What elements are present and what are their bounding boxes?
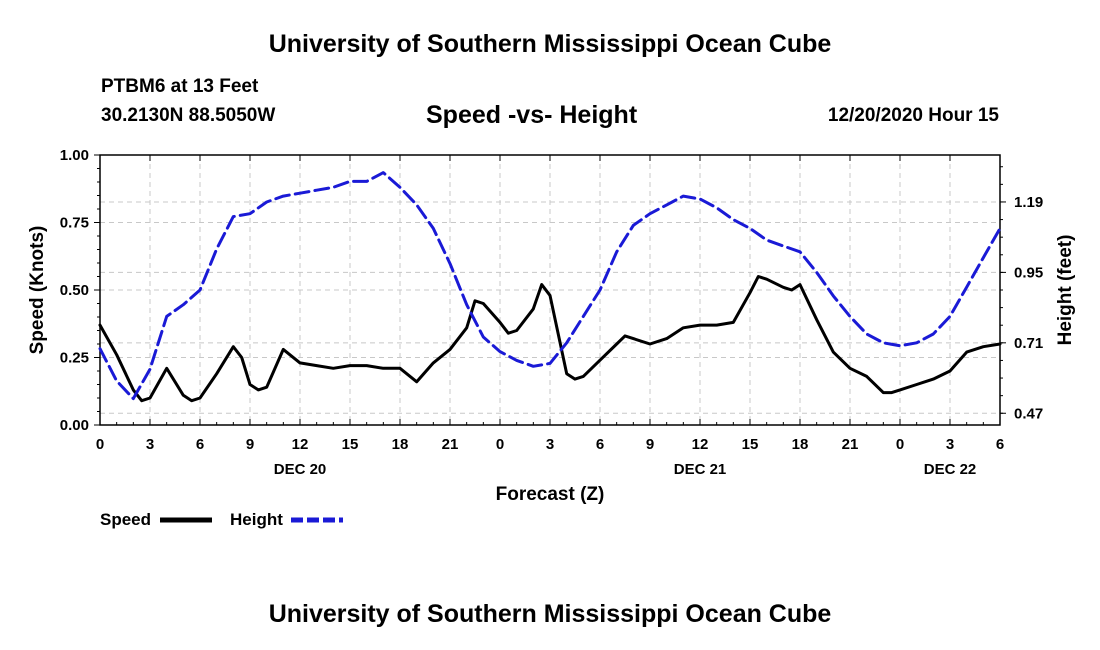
height-series-line (98, 171, 1002, 401)
x-tick-label: 0 (496, 436, 504, 453)
x-tick-label: 9 (646, 436, 654, 453)
chart-title: Speed -vs- Height (426, 101, 638, 129)
x-tick-label: 18 (392, 436, 409, 453)
x-tick-label: 12 (292, 436, 309, 453)
date-label: DEC 21 (674, 461, 727, 478)
y-left-tick-label: 0.75 (60, 215, 89, 232)
speed-series-line (98, 275, 1002, 403)
x-tick-label: 18 (792, 436, 809, 453)
x-tick-label: 15 (342, 436, 359, 453)
series-layer (98, 171, 1002, 403)
legend-speed-label: Speed (100, 510, 151, 529)
x-tick-label: 21 (442, 436, 459, 453)
top-title: University of Southern Mississippi Ocean… (268, 30, 832, 58)
y-left-tick-label: 1.00 (60, 147, 89, 164)
legend: Speed Height (100, 510, 343, 529)
coordinates-label: 30.2130N 88.5050W (101, 105, 276, 126)
x-axis-title: Forecast (Z) (496, 484, 605, 505)
y-right-tick-label: 0.95 (1014, 264, 1043, 281)
timestamp-label: 12/20/2020 Hour 15 (827, 105, 999, 126)
y-left-tick-label: 0.00 (60, 417, 89, 434)
tick-layer: 0 3 6 9 12 15 18 21 0 3 6 9 12 15 18 21 0 3 6 DEC 20 DEC 21 D… (60, 147, 1043, 478)
y-axis-right-title: Height (feet) (1055, 235, 1076, 346)
x-tick-label: 15 (742, 436, 759, 453)
x-tick-label: 9 (246, 436, 254, 453)
legend-height-label: Height (230, 510, 283, 529)
grid-layer (100, 155, 1000, 425)
x-tick-label: 6 (196, 436, 204, 453)
x-tick-label: 0 (96, 436, 104, 453)
x-tick-label: 0 (896, 436, 904, 453)
y-right-tick-label: 1.19 (1014, 194, 1043, 211)
x-tick-label: 21 (842, 436, 859, 453)
x-tick-label: 3 (546, 436, 554, 453)
x-tick-label: 3 (146, 436, 154, 453)
x-tick-label: 12 (692, 436, 709, 453)
station-label: PTBM6 at 13 Feet (101, 76, 259, 97)
y-left-tick-label: 0.50 (60, 282, 89, 299)
y-right-tick-label: 0.47 (1014, 405, 1043, 422)
bottom-title: University of Southern Mississippi Ocean… (268, 600, 832, 628)
y-right-tick-label: 0.71 (1014, 335, 1043, 352)
y-left-tick-label: 0.25 (60, 350, 89, 367)
x-tick-label: 6 (596, 436, 604, 453)
y-axis-left-title: Speed (Knots) (27, 226, 48, 355)
date-label: DEC 22 (924, 461, 977, 478)
date-label: DEC 20 (274, 461, 327, 478)
x-tick-label: 6 (996, 436, 1004, 453)
x-tick-label: 3 (946, 436, 954, 453)
